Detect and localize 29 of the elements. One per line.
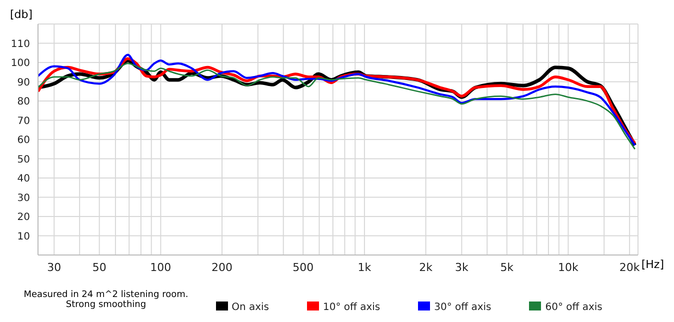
legend-label: 30° off axis [434,302,492,313]
x-tick-label: 2k [419,260,434,274]
x-tick-label: 3k [454,260,469,274]
x-tick-label: 200 [212,260,233,274]
y-tick-label: 40 [17,174,30,185]
y-tick-label: 110 [10,38,30,50]
legend-label: 60° off axis [545,302,602,313]
y-tick-label: 70 [17,116,30,127]
x-tick-label: 50 [92,260,106,274]
text: Measured in 24 m^2 listening room. Strong smoothing [22,290,190,310]
y-tick-label: 90 [17,77,30,88]
x-tick-label: 100 [150,260,172,274]
x-tick-label: 10k [558,260,580,274]
y-tick-label: 50 [17,154,30,166]
y-tick-label: 100 [10,58,30,70]
x-tick-label: 500 [292,260,314,274]
x-tick-label: 1k [358,260,372,274]
y-tick-label: 80 [17,96,30,108]
y-axis-title: [db] [10,8,33,21]
y-tick-label: 10 [17,231,30,242]
legend-label: On axis [232,302,270,313]
x-axis-title: [Hz] [641,258,664,271]
x-tick-label: 20k [619,260,640,274]
y-tick-label: 20 [17,212,30,224]
legend-label: 10° off axis [323,302,380,313]
y-tick-label: 30 [17,192,30,204]
x-tick-label: 30 [47,260,62,274]
y-tick-label: 60 [17,135,30,146]
x-tick-label: 5k [500,260,514,274]
